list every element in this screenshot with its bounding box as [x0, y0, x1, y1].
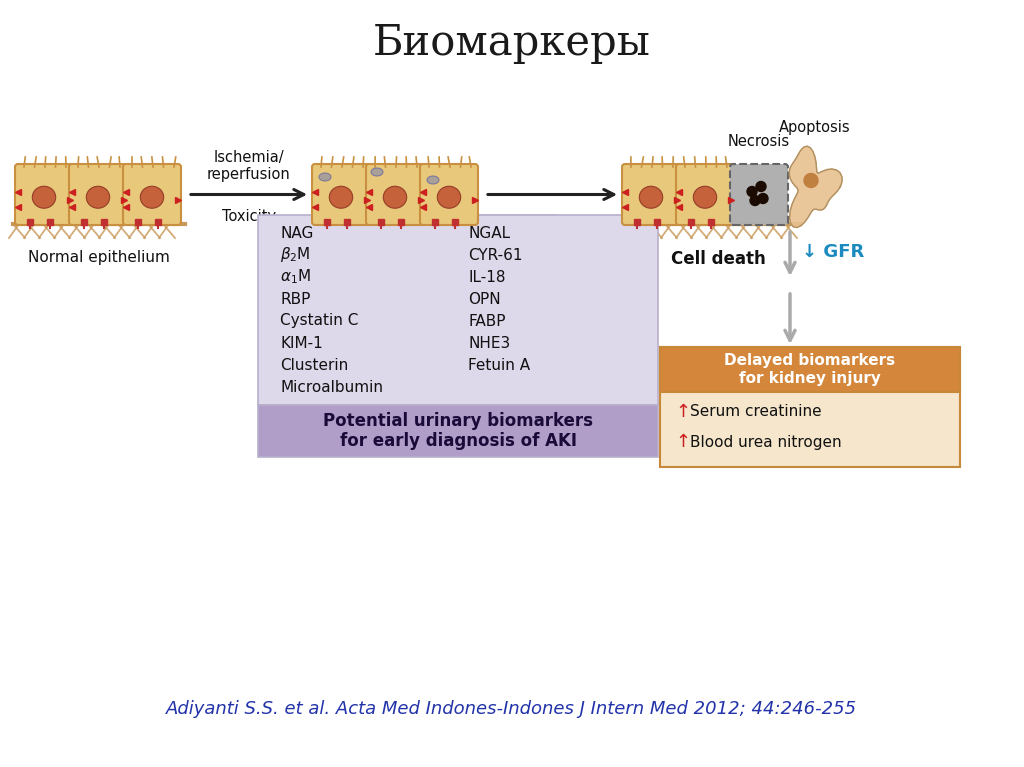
FancyBboxPatch shape [123, 164, 181, 225]
Text: Normal epithelium: Normal epithelium [28, 250, 170, 265]
Text: KIM-1: KIM-1 [280, 335, 323, 351]
Text: Clusterin: Clusterin [280, 357, 348, 373]
Polygon shape [358, 215, 558, 224]
Text: Microalbumin: Microalbumin [280, 380, 383, 394]
Ellipse shape [437, 186, 461, 209]
Text: ↑: ↑ [675, 403, 690, 421]
FancyBboxPatch shape [660, 347, 961, 467]
Text: NGAL: NGAL [468, 225, 510, 241]
FancyBboxPatch shape [312, 164, 370, 225]
Circle shape [756, 182, 766, 192]
Ellipse shape [371, 168, 383, 176]
FancyBboxPatch shape [15, 164, 73, 225]
Text: RBP: RBP [280, 291, 310, 307]
FancyBboxPatch shape [366, 164, 424, 225]
Text: Apoptosis: Apoptosis [779, 120, 851, 135]
Text: Ischemia/
reperfusion: Ischemia/ reperfusion [207, 150, 291, 183]
FancyBboxPatch shape [258, 405, 658, 457]
Text: CYR-61: CYR-61 [468, 248, 522, 262]
Text: Damage: Damage [357, 250, 434, 268]
Text: NAG: NAG [280, 225, 313, 241]
Text: Fetuin A: Fetuin A [468, 357, 530, 373]
FancyBboxPatch shape [660, 347, 961, 392]
Text: Necrosis: Necrosis [728, 134, 791, 149]
FancyBboxPatch shape [69, 164, 127, 225]
FancyBboxPatch shape [676, 164, 734, 225]
FancyBboxPatch shape [622, 164, 680, 225]
Text: Cystatin C: Cystatin C [280, 314, 358, 328]
Circle shape [746, 186, 757, 196]
Circle shape [758, 193, 768, 203]
Text: ↓ GFR: ↓ GFR [802, 242, 864, 261]
Ellipse shape [427, 176, 439, 184]
Ellipse shape [33, 186, 55, 209]
Ellipse shape [693, 186, 717, 209]
Text: $\beta_2$M: $\beta_2$M [280, 245, 310, 265]
Text: IL-18: IL-18 [468, 269, 506, 285]
Ellipse shape [383, 186, 407, 209]
Text: FABP: FABP [468, 314, 506, 328]
Ellipse shape [86, 186, 110, 209]
Text: Blood urea nitrogen: Blood urea nitrogen [690, 434, 842, 449]
Text: ↑: ↑ [675, 433, 690, 451]
Ellipse shape [319, 173, 331, 181]
Text: Toxicity: Toxicity [222, 209, 276, 223]
Circle shape [804, 173, 818, 187]
Text: Potential urinary biomarkers
for early diagnosis of AKI: Potential urinary biomarkers for early d… [323, 412, 593, 450]
Ellipse shape [140, 186, 164, 209]
Text: Cell death: Cell death [671, 250, 766, 268]
Text: Adiyanti S.S. et al. Acta Med Indones-Indones J Intern Med 2012; 44:246-255: Adiyanti S.S. et al. Acta Med Indones-In… [167, 700, 857, 718]
Text: Delayed biomarkers
for kidney injury: Delayed biomarkers for kidney injury [724, 354, 896, 386]
FancyBboxPatch shape [258, 215, 658, 405]
Polygon shape [790, 146, 842, 228]
Text: NHE3: NHE3 [468, 335, 510, 351]
Ellipse shape [639, 186, 663, 209]
Text: Биомаркеры: Биомаркеры [373, 22, 651, 64]
Circle shape [750, 196, 760, 206]
Text: Serum creatinine: Serum creatinine [690, 404, 821, 420]
Ellipse shape [330, 186, 352, 209]
FancyBboxPatch shape [730, 164, 788, 225]
FancyBboxPatch shape [420, 164, 478, 225]
Text: $\alpha_1$M: $\alpha_1$M [280, 268, 311, 286]
Text: OPN: OPN [468, 291, 501, 307]
